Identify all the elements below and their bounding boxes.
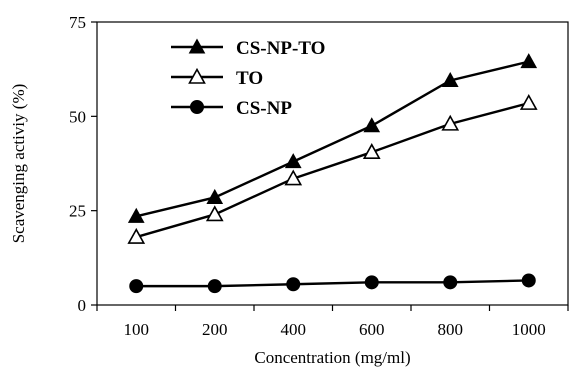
x-tick-label: 100 — [124, 320, 150, 339]
x-tick-label: 600 — [359, 320, 385, 339]
x-axis-label: Concentration (mg/ml) — [254, 348, 410, 367]
legend-label-to: TO — [236, 68, 263, 89]
data-point-to — [284, 169, 303, 186]
data-point-cs-np — [364, 275, 379, 290]
x-tick-label: 200 — [202, 320, 228, 339]
legend: CS-NP-TO TO CS-NP — [171, 38, 325, 119]
series-lines — [135, 60, 530, 288]
plot-frame — [96, 21, 569, 306]
y-tick-label: 75 — [69, 13, 86, 32]
legend-label-cs-np-to: CS-NP-TO — [236, 38, 325, 59]
axes — [91, 21, 569, 311]
y-tick-label: 50 — [69, 107, 86, 126]
data-point-to — [127, 227, 146, 244]
data-point-cs-np — [443, 275, 458, 290]
series-line-to — [135, 101, 530, 239]
x-tick-label: 1000 — [512, 320, 546, 339]
data-point-cs-np — [521, 273, 536, 288]
y-tick-label: 0 — [78, 296, 87, 315]
data-point-cs-np-to — [363, 117, 381, 133]
data-point-cs-np-to — [206, 188, 224, 204]
data-point-cs-np — [207, 279, 222, 294]
data-point-cs-np-to — [520, 53, 538, 69]
legend-marker-to — [188, 67, 206, 84]
data-point-to — [205, 205, 224, 222]
series-line-cs-np — [136, 279, 529, 288]
tick-labels: 0 25 50 75 100 200 400 600 800 1000 — [69, 13, 546, 339]
data-point-cs-np — [129, 279, 144, 294]
legend-label-cs-np: CS-NP — [236, 98, 292, 119]
legend-marker-cs-np — [190, 100, 204, 114]
data-point-cs-np — [286, 277, 301, 292]
data-point-to — [362, 143, 381, 159]
data-point-to — [441, 114, 460, 131]
y-tick-label: 25 — [69, 202, 86, 221]
series-markers — [127, 53, 538, 294]
x-tick-label: 800 — [438, 320, 464, 339]
data-point-cs-np-to — [284, 153, 302, 169]
y-axis-label: Scavenging activiy (%) — [9, 84, 28, 244]
data-point-cs-np-to — [127, 207, 145, 223]
series-line-cs-np-to — [135, 60, 530, 218]
data-point-to — [519, 93, 538, 110]
data-point-cs-np-to — [441, 71, 459, 87]
legend-marker-cs-np-to — [188, 38, 206, 54]
x-tick-label: 400 — [281, 320, 307, 339]
